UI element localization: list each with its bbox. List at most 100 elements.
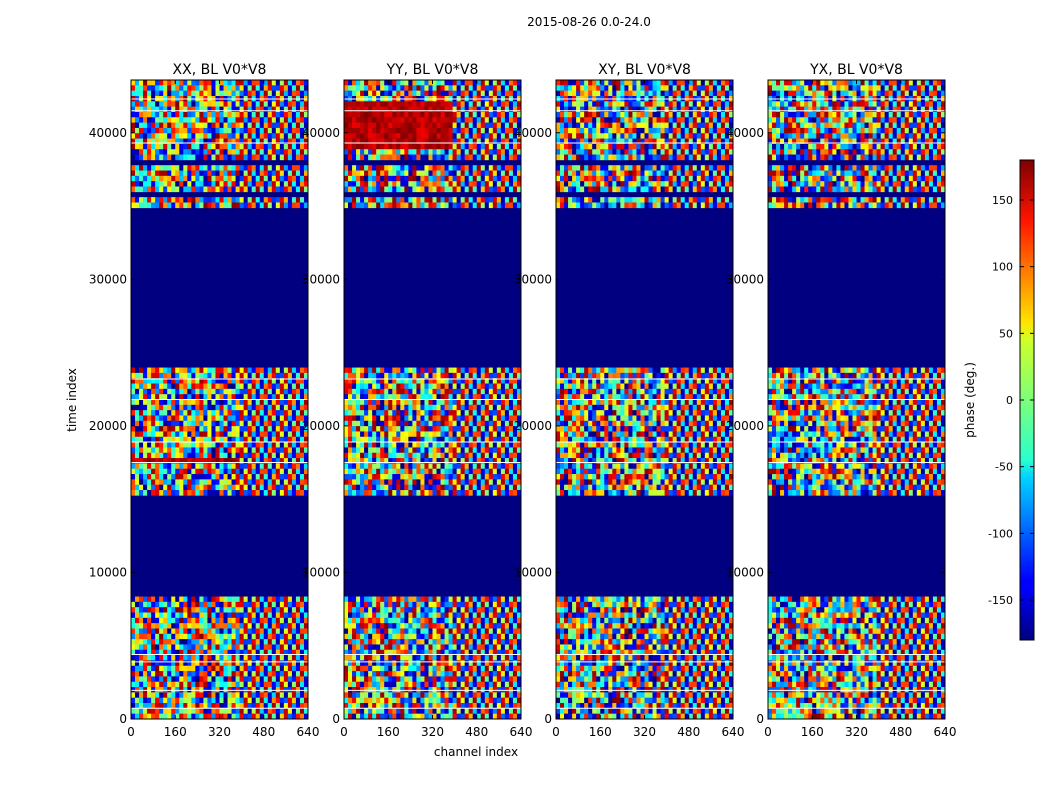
heat-cell	[436, 447, 441, 454]
heat-cell	[428, 404, 433, 411]
heat-cell	[512, 154, 518, 161]
heat-cell	[356, 372, 361, 379]
heat-cell	[460, 101, 465, 107]
heat-cell	[464, 101, 469, 107]
heat-cell	[364, 463, 369, 470]
heat-cell	[512, 122, 518, 129]
heat-cell	[516, 127, 522, 134]
heat-cell	[231, 367, 236, 374]
heat-cell	[291, 468, 297, 475]
heat-cell	[384, 442, 389, 448]
heat-cell	[215, 660, 220, 667]
heat-cell	[251, 479, 256, 486]
heat-cell	[500, 197, 506, 203]
heat-cell	[484, 436, 490, 443]
heat-cell	[271, 463, 277, 470]
heat-cell	[207, 106, 212, 113]
heat-cell	[167, 687, 172, 693]
heat-cell	[295, 181, 301, 187]
heat-cell	[155, 138, 160, 145]
heat-cell	[295, 127, 301, 134]
heat-cell	[464, 399, 469, 406]
heat-cell	[215, 681, 220, 688]
heat-cell	[275, 601, 281, 608]
heat-cell	[147, 458, 152, 464]
heat-cell	[219, 708, 224, 714]
heat-cell	[516, 436, 522, 443]
heat-cell	[368, 383, 373, 390]
heat-cell	[456, 133, 461, 139]
heat-cell	[424, 415, 429, 422]
heat-cell	[219, 474, 224, 480]
heat-cell	[508, 181, 514, 187]
heat-cell	[159, 426, 164, 432]
heat-cell	[287, 660, 293, 667]
heat-cell	[131, 687, 136, 693]
heat-cell	[219, 154, 224, 161]
heat-cell	[207, 479, 212, 486]
heat-cell	[243, 639, 248, 645]
heat-cell	[287, 463, 293, 470]
heat-cell	[267, 202, 273, 209]
heat-cell	[199, 367, 204, 374]
heat-cell	[175, 111, 180, 118]
heat-cell	[163, 133, 168, 139]
heat-cell	[219, 127, 224, 134]
heat-cell	[388, 399, 393, 406]
heat-cell	[223, 671, 228, 677]
heat-cell	[259, 90, 265, 97]
heat-cell	[512, 372, 518, 379]
heat-cell	[171, 490, 176, 496]
heatmap-cells	[131, 80, 309, 720]
heat-cell	[179, 447, 184, 454]
heat-cell	[392, 149, 397, 155]
heat-cell	[388, 442, 393, 448]
heat-cell	[187, 681, 192, 688]
heat-cell	[267, 607, 273, 613]
heat-cell	[243, 420, 248, 427]
heat-cell	[291, 639, 297, 645]
heat-cell	[488, 170, 494, 177]
heat-cell	[171, 649, 176, 656]
heat-cell	[263, 671, 269, 677]
heat-cell	[191, 623, 196, 629]
heat-cell	[384, 186, 389, 193]
heat-cell	[235, 420, 240, 427]
heat-cell	[259, 111, 265, 118]
heat-cell	[412, 367, 417, 374]
heat-cell	[388, 468, 393, 475]
heat-cell	[163, 149, 168, 155]
heat-cell	[191, 708, 196, 714]
heat-cell	[231, 474, 236, 480]
heat-cell	[424, 165, 429, 171]
heat-cell	[239, 154, 244, 161]
heat-cell	[484, 127, 490, 134]
heat-cell	[480, 170, 486, 177]
heat-cell	[147, 601, 152, 608]
heat-cell	[231, 607, 236, 613]
heat-cell	[143, 692, 148, 699]
heat-cell	[299, 484, 305, 491]
heat-cell	[131, 410, 136, 416]
heat-cell	[428, 90, 433, 97]
heat-cell	[211, 372, 216, 379]
heat-cell	[516, 149, 522, 155]
heat-cell	[271, 394, 277, 400]
heat-cell	[263, 181, 269, 187]
heat-cell	[468, 117, 474, 123]
heat-cell	[207, 122, 212, 129]
heat-cell	[392, 474, 397, 480]
heat-cell	[396, 85, 401, 91]
heat-cell	[348, 383, 353, 390]
heat-cell	[287, 687, 293, 693]
heat-cell	[516, 468, 522, 475]
heat-cell	[516, 154, 522, 161]
heat-cell	[476, 399, 482, 406]
heat-cell	[207, 697, 212, 704]
heat-cell	[251, 181, 256, 187]
heat-cell	[155, 404, 160, 411]
heat-cell	[259, 431, 265, 438]
heat-cell	[131, 404, 136, 411]
heat-cell	[464, 117, 469, 123]
heat-cell	[247, 394, 252, 400]
